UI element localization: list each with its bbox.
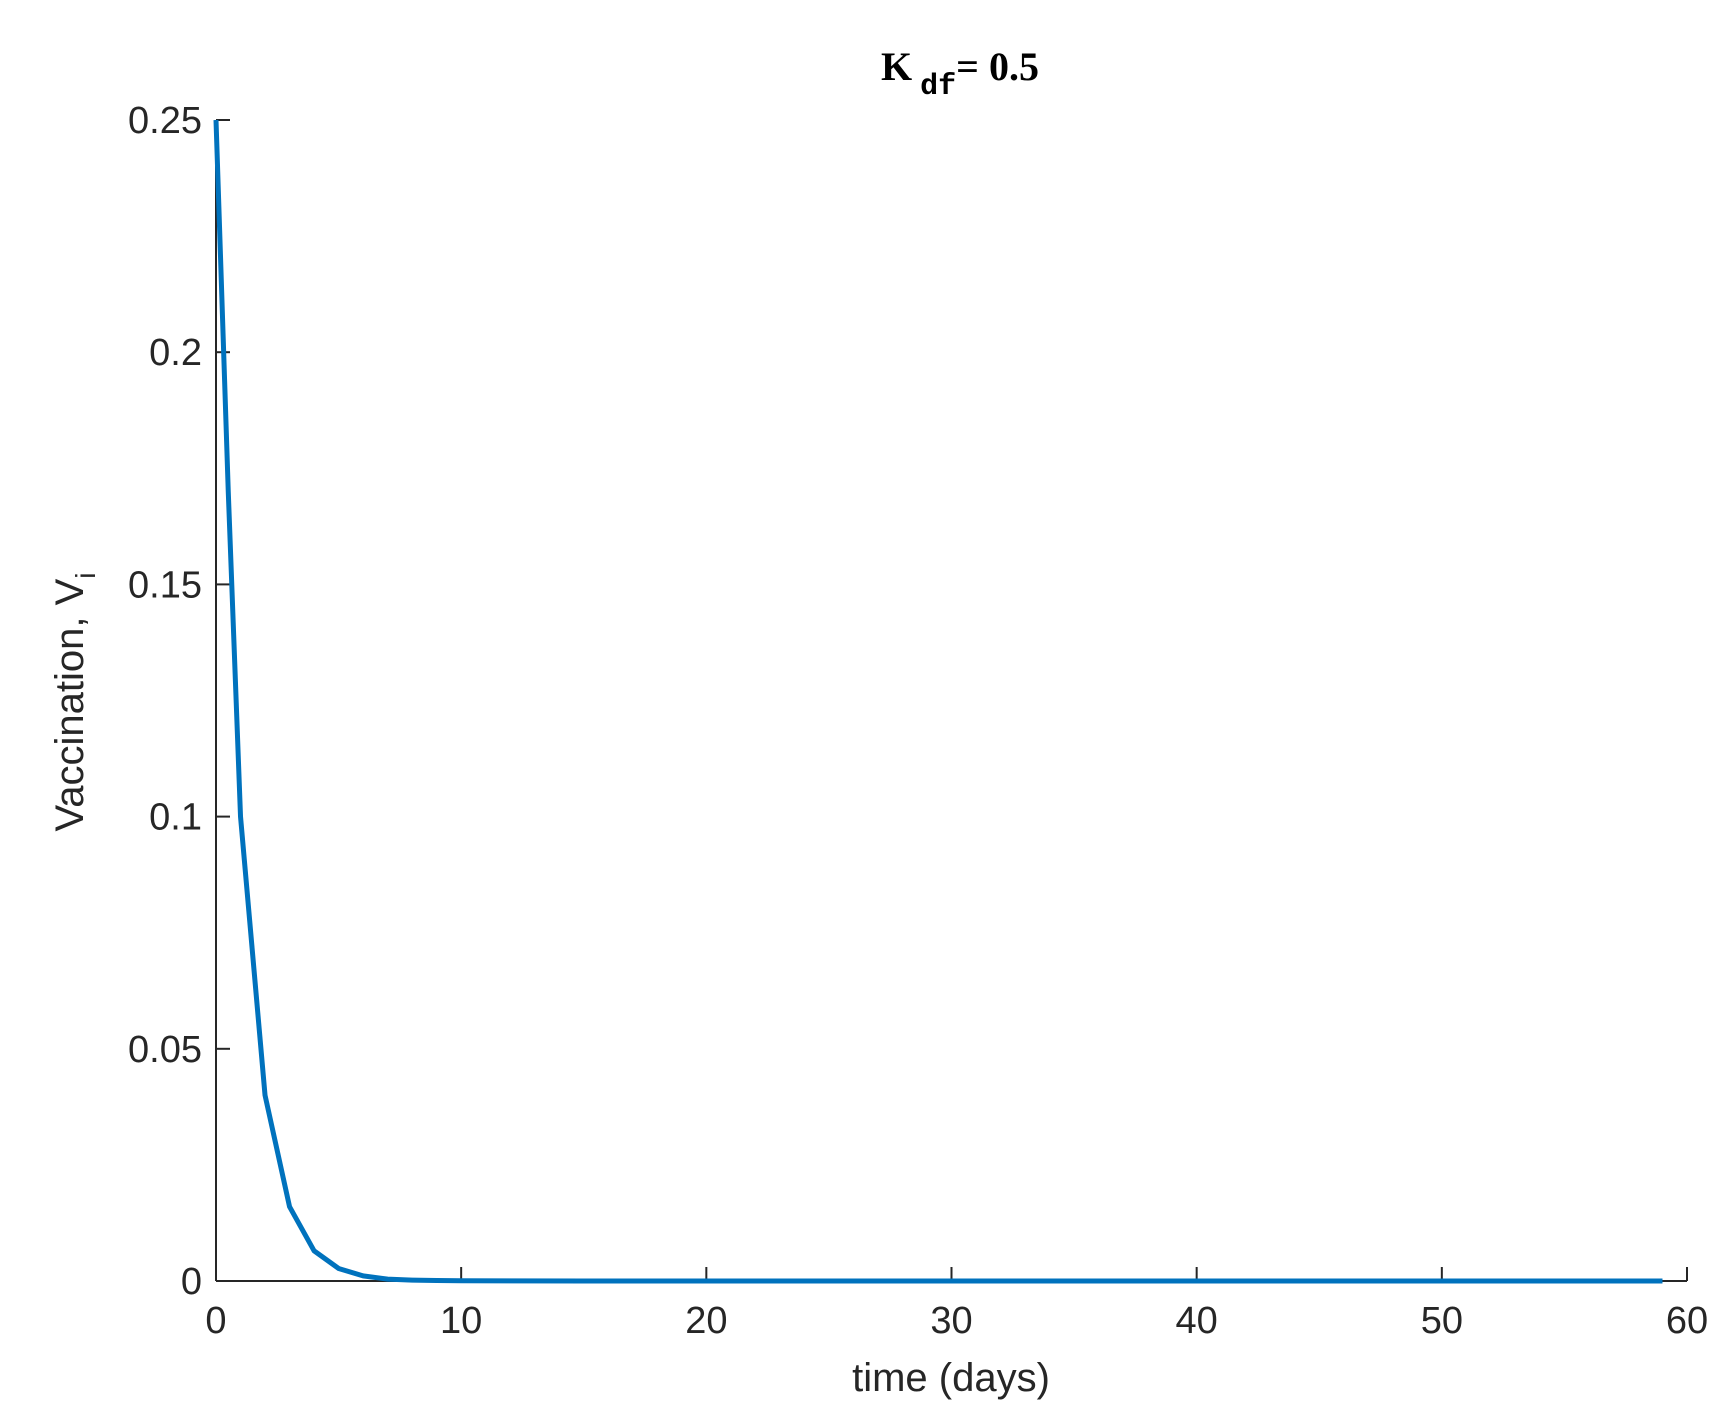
y-axis-label-main: Vaccination, V bbox=[48, 578, 92, 831]
x-tick-label: 20 bbox=[685, 1300, 727, 1342]
x-tick-label: 30 bbox=[930, 1300, 972, 1342]
series-layer bbox=[213, 119, 1663, 1284]
x-tick-label: 10 bbox=[440, 1300, 482, 1342]
y-tick-label: 0.2 bbox=[149, 332, 202, 374]
x-tick-labels: 0 10 20 30 40 50 60 bbox=[205, 1300, 1708, 1342]
chart-title-subscript: df bbox=[920, 70, 956, 104]
y-axis-label-subscript: i bbox=[70, 573, 101, 579]
x-axis-label: time (days) bbox=[852, 1356, 1050, 1400]
y-tick-label: 0.25 bbox=[128, 100, 202, 142]
chart-title-suffix: = 0.5 bbox=[956, 44, 1039, 89]
x-tick-label: 50 bbox=[1421, 1300, 1463, 1342]
y-tick-label: 0 bbox=[181, 1261, 202, 1303]
y-tick-label: 0.1 bbox=[149, 797, 202, 839]
x-tick-label: 40 bbox=[1176, 1300, 1218, 1342]
y-tick-label: 0.05 bbox=[128, 1029, 202, 1071]
x-tick-label: 60 bbox=[1666, 1300, 1708, 1342]
series-line bbox=[213, 119, 1663, 1284]
chart-title-main: K bbox=[881, 44, 912, 89]
x-tick-label: 0 bbox=[205, 1300, 226, 1342]
y-tick-labels: 0 0.05 0.1 0.15 0.2 0.25 bbox=[128, 100, 202, 1303]
y-axis-label: Vaccination, Vi bbox=[48, 573, 101, 832]
y-tick-label: 0.15 bbox=[128, 564, 202, 606]
